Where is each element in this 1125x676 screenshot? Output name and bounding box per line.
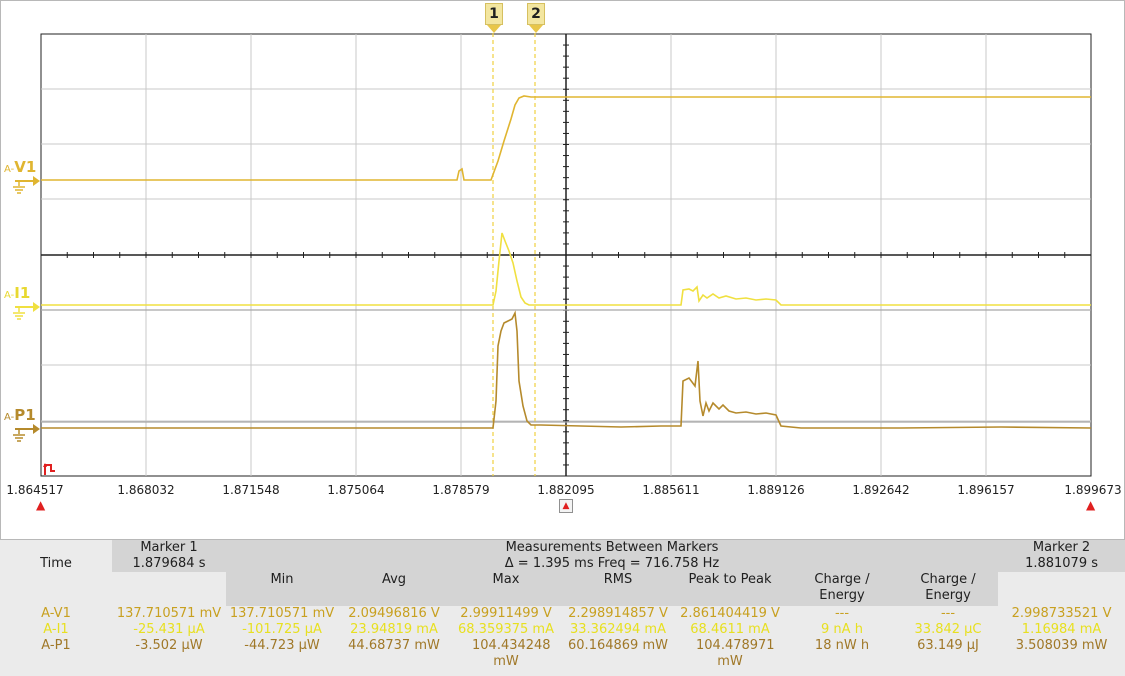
cell: 63.149 µJ <box>917 638 979 653</box>
x-tick-label: 1.875064 <box>327 483 385 497</box>
measurements-panel: Marker 1 Measurements Between Markers Ma… <box>0 540 1125 676</box>
column-charge-energy-1: Charge / Energy <box>786 572 898 606</box>
cell: 2.09496816 V <box>348 606 440 621</box>
marker-2-header: Marker 2 <box>998 540 1125 556</box>
column-avg: Avg <box>338 572 450 606</box>
cell: --- <box>834 606 850 621</box>
v1-ground-icon[interactable] <box>11 173 41 195</box>
cell: 137.710571 mV <box>116 606 222 621</box>
marker-1-time: 1.879684 s <box>112 556 226 572</box>
marker-1-flag[interactable]: 1 <box>485 3 503 33</box>
p1-trace <box>41 310 1092 429</box>
row-label: A-P1 <box>41 638 71 653</box>
cell: 104.434248 mW <box>472 638 551 669</box>
cell: 2.998733521 V <box>1011 606 1112 621</box>
cell: 137.710571 mV <box>229 606 335 621</box>
cell: 68.359375 mA <box>458 622 554 637</box>
column-charge-energy-2: Charge / Energy <box>898 572 999 606</box>
x-tick-label: 1.878579 <box>432 483 490 497</box>
column-min: Min <box>226 572 338 606</box>
x-tick-label: 1.864517 <box>6 483 64 497</box>
marker-1-pointer-icon <box>487 25 501 33</box>
x-tick-label: 1.885611 <box>642 483 700 497</box>
marker-1-label: 1 <box>485 3 503 25</box>
scroll-left-arrow-icon[interactable]: ▲ <box>36 498 46 512</box>
column-rms: RMS <box>562 572 674 606</box>
cell: -44.723 µW <box>244 638 320 653</box>
column-peak-to-peak: Peak to Peak <box>674 572 786 606</box>
p1-ground-icon[interactable] <box>11 421 41 443</box>
marker-2-pointer-icon <box>529 25 543 33</box>
channel-v1-label[interactable]: A-V1 <box>4 158 37 176</box>
cell: --- <box>940 606 956 621</box>
trigger-icon[interactable] <box>42 461 58 477</box>
cell: 33.842 µC <box>914 622 982 637</box>
table-row: A-V1 137.710571 mV 137.710571 mV 2.09496… <box>0 606 1125 622</box>
time-label: Time <box>40 556 72 571</box>
channel-i1-label[interactable]: A-I1 <box>4 284 31 302</box>
axis-ticks <box>40 33 1092 477</box>
marker-2-flag[interactable]: 2 <box>527 3 545 33</box>
marker-2-time: 1.881079 s <box>998 556 1125 572</box>
scope-display[interactable]: 1 2 A-V1 A-I1 A-P1 1 <box>0 0 1125 540</box>
scroll-right-arrow-icon[interactable]: ▲ <box>1086 498 1096 512</box>
x-tick-label: 1.899673 <box>1064 483 1122 497</box>
x-tick-label: 1.889126 <box>747 483 805 497</box>
v1-trace <box>41 95 1091 181</box>
table-row: A-P1 -3.502 µW -44.723 µW 44.68737 mW 10… <box>0 638 1125 670</box>
x-tick-label: 1.871548 <box>222 483 280 497</box>
cell: -101.725 µA <box>242 622 322 637</box>
cell: 2.298914857 V <box>568 606 668 621</box>
cell: 60.164869 mW <box>568 638 668 653</box>
x-tick-label: 1.868032 <box>117 483 175 497</box>
marker-2-label: 2 <box>527 3 545 25</box>
waveform-plot[interactable] <box>1 1 1125 541</box>
row-label: A-V1 <box>41 606 71 621</box>
cell: 3.508039 mW <box>1015 638 1108 653</box>
cell: 44.68737 mW <box>348 638 440 653</box>
cell: 23.94819 mA <box>350 622 438 637</box>
cell: -3.502 µW <box>135 638 203 653</box>
delta-freq-readout: Δ = 1.395 ms Freq = 716.758 Hz <box>226 556 999 572</box>
marker-1-header: Marker 1 <box>112 540 226 556</box>
cell: 2.99911499 V <box>460 606 552 621</box>
cell: 1.16984 mA <box>1021 622 1102 637</box>
cell: 104.478971 mW <box>696 638 775 669</box>
cell: 2.861404419 V <box>680 606 780 621</box>
cell: 33.362494 mA <box>570 622 666 637</box>
cell: 9 nA h <box>821 622 863 637</box>
x-tick-label: 1.896157 <box>957 483 1015 497</box>
table-row: A-I1 -25.431 µA -101.725 µA 23.94819 mA … <box>0 622 1125 638</box>
x-tick-label: 1.892642 <box>852 483 910 497</box>
center-view-button[interactable]: ▲ <box>559 499 573 513</box>
i1-trace <box>41 232 1091 306</box>
cell: 18 nW h <box>814 638 870 653</box>
between-markers-header: Measurements Between Markers <box>226 540 999 556</box>
cell: -25.431 µA <box>133 622 205 637</box>
x-tick-label: 1.882095 <box>537 483 595 497</box>
row-label: A-I1 <box>43 622 69 637</box>
channel-p1-label[interactable]: A-P1 <box>4 406 36 424</box>
column-max: Max <box>450 572 562 606</box>
i1-ground-icon[interactable] <box>11 299 41 321</box>
cell: 68.4611 mA <box>690 622 770 637</box>
